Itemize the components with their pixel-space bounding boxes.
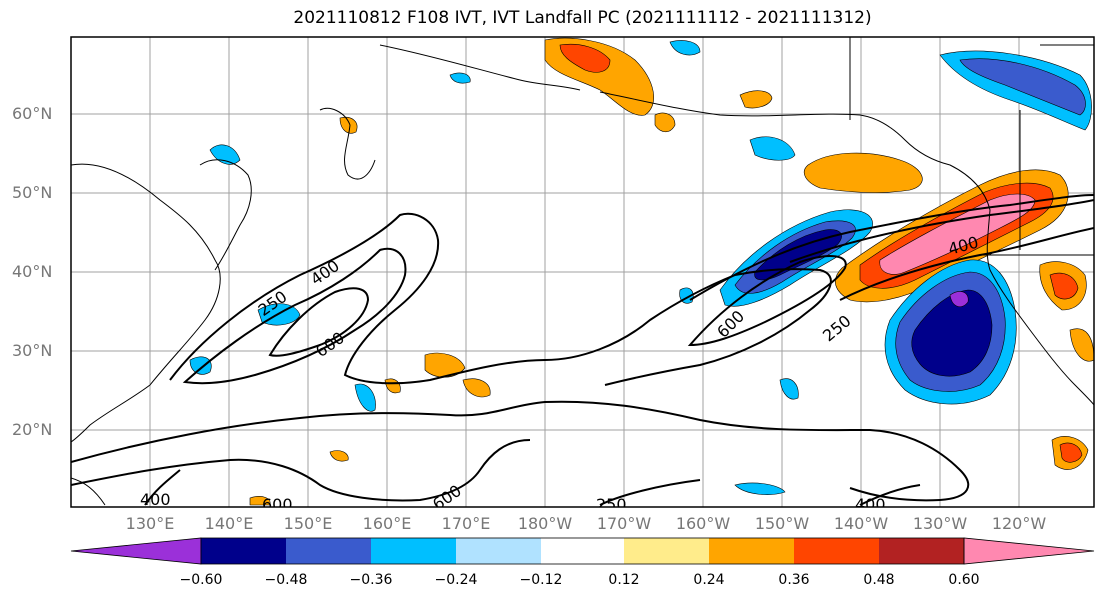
ivt-contour-400-west xyxy=(182,247,407,385)
map-plot-area: 250 400 600 600 250 400 400 600 250 400 … xyxy=(71,37,1094,514)
colorbar-segment xyxy=(371,538,456,564)
lon-label: 150°W xyxy=(754,514,810,533)
colorbar-segment xyxy=(879,538,964,564)
colorbar-segment xyxy=(286,538,371,564)
colorbar-segment xyxy=(709,538,794,564)
lon-label: 160°E xyxy=(362,514,412,533)
ivt-contour-250-south xyxy=(71,400,970,502)
colorbar-segment xyxy=(794,538,879,564)
contour-label: 400 xyxy=(140,490,171,509)
colorbar-extend-min xyxy=(70,537,202,565)
ivt-contour-600-west xyxy=(268,287,370,357)
lat-label: 30°N xyxy=(12,341,53,360)
lon-label: 170°E xyxy=(441,514,491,533)
ivt-contour-250-west xyxy=(169,212,832,386)
lon-label: 150°E xyxy=(283,514,333,533)
lat-label: 20°N xyxy=(12,420,53,439)
colorbar-tick-label: −0.48 xyxy=(264,572,308,588)
colorbar-segment xyxy=(456,538,541,564)
colorbar-tick-label: 0.24 xyxy=(693,572,725,588)
ivt-contours xyxy=(71,194,1094,506)
colorbar-tick-label: 0.60 xyxy=(948,572,980,588)
lon-label: 170°W xyxy=(596,514,652,533)
lon-label: 140°E xyxy=(204,514,254,533)
contour-label: 400 xyxy=(855,495,886,514)
contour-label: 250 xyxy=(596,495,627,514)
colorbar xyxy=(70,537,1095,565)
coastlines xyxy=(71,37,1094,506)
colorbar-tick-label: −0.24 xyxy=(434,572,478,588)
map-title: 2021110812 F108 IVT, IVT Landfall PC (20… xyxy=(293,8,872,28)
colorbar-tick-label: 0.48 xyxy=(863,572,895,588)
colorbar-segment xyxy=(201,538,286,564)
colorbar-segment xyxy=(624,538,709,564)
contour-label: 600 xyxy=(262,495,293,514)
colorbar-tick-label: −0.60 xyxy=(179,572,223,588)
lon-label: 160°W xyxy=(675,514,731,533)
lon-label: 120°W xyxy=(991,514,1047,533)
colorbar-tick-label: 0.12 xyxy=(608,572,640,588)
colorbar-extend-max xyxy=(963,537,1095,565)
colorbar-tick-label: 0.36 xyxy=(778,572,810,588)
lon-label: 140°W xyxy=(833,514,889,533)
colorbar-tick-label: −0.36 xyxy=(349,572,393,588)
lon-label: 130°W xyxy=(912,514,968,533)
colorbar-tick-label: −0.12 xyxy=(519,572,563,588)
lon-label: 180°W xyxy=(517,514,573,533)
colorbar-segment xyxy=(541,538,624,564)
lon-label: 130°E xyxy=(125,514,175,533)
lat-label: 60°N xyxy=(12,104,53,123)
lat-label: 50°N xyxy=(12,183,53,202)
lat-label: 40°N xyxy=(12,262,53,281)
ivt-contour-400-east xyxy=(789,199,1094,263)
ivt-contour-600-east xyxy=(687,255,847,347)
map-frame xyxy=(70,36,1095,508)
